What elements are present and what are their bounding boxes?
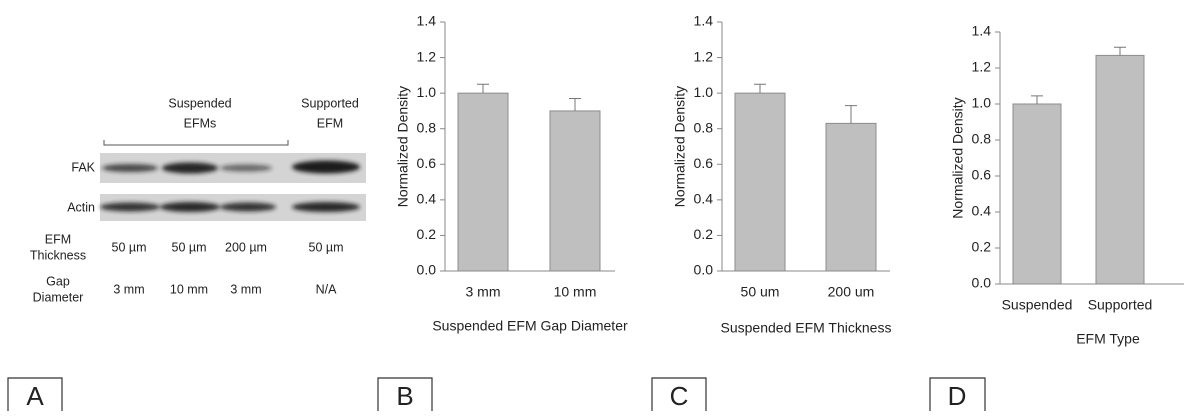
row-value: 3 mm: [230, 282, 261, 296]
error-bar: [1114, 47, 1126, 55]
error-bar: [1031, 96, 1043, 104]
figure: A B C D Suspended EFMs Supported EFM FAK Actin EFM…: [0, 0, 1184, 411]
row-label: EFM: [45, 232, 71, 246]
y-tick-label: 1.0: [972, 95, 992, 111]
y-axis-title: Normalized Density: [672, 86, 688, 207]
y-tick-label: 1.4: [417, 13, 437, 29]
y-tick-label: 0.0: [417, 262, 437, 278]
group-bracket: [104, 140, 288, 145]
group-label: Suspended: [168, 96, 231, 110]
x-axis-title: Suspended EFM Gap Diameter: [432, 318, 628, 334]
y-tick-label: 0.8: [417, 119, 437, 135]
panel-boxes: [8, 378, 985, 411]
panel-label: D: [948, 381, 967, 411]
y-tick-label: 0.0: [972, 275, 992, 291]
y-tick-label: 0.2: [694, 226, 714, 242]
blot-strips: [100, 140, 366, 221]
y-tick-label: 0.8: [694, 119, 714, 135]
x-tick-label: Suspended: [1002, 297, 1073, 313]
y-axis-title: Normalized Density: [950, 97, 966, 218]
bar: [735, 93, 785, 271]
y-tick-label: 1.0: [417, 84, 437, 100]
error-bar: [845, 106, 857, 124]
panel-label: C: [670, 381, 689, 411]
panel-label: B: [396, 381, 413, 411]
x-tick-label: 3 mm: [466, 284, 501, 300]
bar: [826, 123, 876, 271]
y-tick-label: 0.2: [417, 226, 437, 242]
x-axis-title: Suspended EFM Thickness: [721, 320, 892, 336]
y-tick-label: 0.4: [417, 191, 437, 207]
row-value: 50 µm: [112, 240, 147, 254]
row-value: 50 µm: [172, 240, 207, 254]
row-value: N/A: [316, 282, 338, 296]
error-bar: [754, 84, 766, 93]
row-label: Gap: [46, 274, 70, 288]
y-tick-label: 0.6: [417, 155, 437, 171]
y-tick-label: 1.2: [972, 59, 992, 75]
bar: [1096, 55, 1144, 284]
y-tick-label: 1.0: [694, 84, 714, 100]
row-value: 10 mm: [170, 282, 208, 296]
y-tick-label: 1.4: [694, 13, 714, 29]
y-tick-label: 0.2: [972, 239, 992, 255]
bar: [550, 111, 600, 271]
row-label: Thickness: [30, 248, 86, 262]
x-axis-title: EFM Type: [1076, 331, 1140, 347]
band-label: Actin: [67, 200, 95, 214]
bar: [458, 93, 508, 271]
row-value: 50 µm: [309, 240, 344, 254]
x-tick-label: 10 mm: [554, 284, 597, 300]
row-value: 3 mm: [113, 282, 144, 296]
bar: [1013, 104, 1061, 284]
group-label: Supported: [301, 96, 359, 110]
row-value: 200 µm: [225, 240, 267, 254]
y-tick-label: 1.2: [417, 48, 437, 64]
y-tick-label: 0.6: [694, 155, 714, 171]
y-tick-label: 0.4: [694, 191, 714, 207]
y-tick-label: 0.0: [694, 262, 714, 278]
error-bar: [477, 84, 489, 93]
group-label: EFM: [317, 116, 343, 130]
x-tick-label: Supported: [1088, 297, 1153, 313]
y-axis-title: Normalized Density: [395, 86, 411, 207]
y-tick-label: 1.4: [972, 23, 992, 39]
x-tick-label: 50 um: [741, 284, 780, 300]
x-tick-label: 200 um: [828, 284, 875, 300]
band-label: FAK: [71, 160, 95, 174]
error-bar: [569, 98, 581, 110]
y-tick-label: 0.6: [972, 167, 992, 183]
page: A B C D Suspended EFMs Supported EFM FAK Actin EFM…: [0, 0, 1184, 411]
group-label: EFMs: [184, 116, 217, 130]
row-label: Diameter: [33, 290, 84, 304]
y-tick-label: 1.2: [694, 48, 714, 64]
y-tick-label: 0.8: [972, 131, 992, 147]
y-tick-label: 0.4: [972, 203, 992, 219]
panel-label: A: [26, 381, 44, 411]
